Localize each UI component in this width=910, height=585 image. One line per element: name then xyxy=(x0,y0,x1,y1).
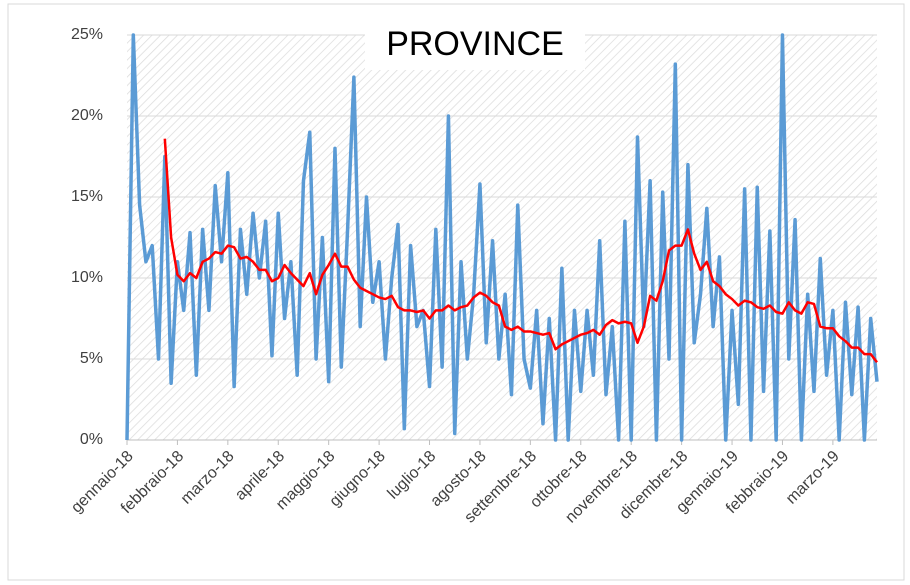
y-tick-label: 5% xyxy=(80,350,103,367)
title-box xyxy=(365,20,585,70)
y-tick-label: 20% xyxy=(71,107,103,124)
marks xyxy=(125,33,879,442)
y-tick-label: 0% xyxy=(80,431,103,448)
y-tick-label: 25% xyxy=(71,26,103,43)
series-line xyxy=(125,33,879,442)
y-tick-label: 10% xyxy=(71,269,103,286)
y-tick-label: 15% xyxy=(71,188,103,205)
chart-title: PROVINCE xyxy=(386,25,564,63)
series-line xyxy=(163,138,878,364)
